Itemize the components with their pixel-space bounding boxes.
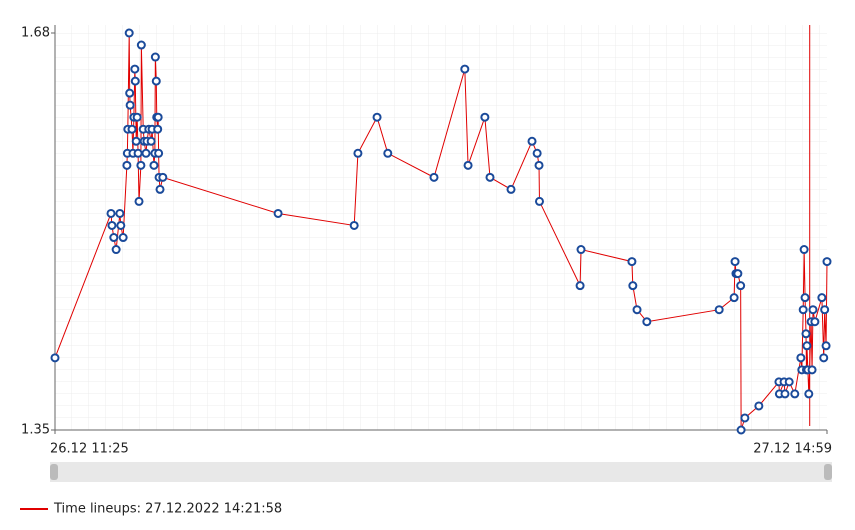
- series-line: [54, 32, 828, 431]
- data-point: [527, 136, 537, 146]
- data-point: [463, 160, 473, 170]
- data-point: [784, 377, 794, 387]
- data-point: [800, 293, 810, 303]
- data-point: [146, 136, 156, 146]
- y-tick-label: 1.35: [21, 423, 50, 438]
- data-point: [534, 196, 544, 206]
- data-point: [151, 76, 161, 86]
- data-point: [111, 245, 121, 255]
- data-point: [628, 281, 638, 291]
- data-point: [353, 148, 363, 158]
- data-point: [780, 389, 790, 399]
- legend-label: Time lineups: 27.12.2022 14:21:58: [53, 502, 282, 517]
- scroll-handle-left[interactable]: [50, 464, 58, 480]
- data-point: [153, 124, 163, 134]
- data-point: [485, 172, 495, 182]
- data-point: [349, 220, 359, 230]
- data-point: [730, 257, 740, 267]
- data-point: [820, 305, 830, 315]
- data-point: [158, 172, 168, 182]
- scroll-handle-right[interactable]: [824, 464, 832, 480]
- data-point: [118, 233, 128, 243]
- data-point: [136, 160, 146, 170]
- data-point: [141, 148, 151, 158]
- data-point: [109, 233, 119, 243]
- data-point: [273, 208, 283, 218]
- data-point: [136, 40, 146, 50]
- data-point: [122, 160, 132, 170]
- data-point: [460, 64, 470, 74]
- data-point: [372, 112, 382, 122]
- data-point: [115, 208, 125, 218]
- data-point: [790, 389, 800, 399]
- data-point: [799, 245, 809, 255]
- x-tick-label: 26.12 11:25: [50, 442, 129, 457]
- data-point: [736, 281, 746, 291]
- data-point: [125, 100, 135, 110]
- data-point: [149, 160, 159, 170]
- data-point: [153, 112, 163, 122]
- data-point: [736, 425, 746, 435]
- data-point: [817, 293, 827, 303]
- data-point: [130, 76, 140, 86]
- data-point: [155, 184, 165, 194]
- data-point: [106, 208, 116, 218]
- data-point: [532, 148, 542, 158]
- data-point: [130, 64, 140, 74]
- data-point: [810, 317, 820, 327]
- data-point: [150, 52, 160, 62]
- data-point: [822, 257, 832, 267]
- data-point: [576, 245, 586, 255]
- data-point: [133, 148, 143, 158]
- data-point: [802, 341, 812, 351]
- data-point: [480, 112, 490, 122]
- scroll-track[interactable]: [50, 462, 832, 482]
- data-point: [383, 148, 393, 158]
- data-point: [798, 305, 808, 315]
- data-point: [801, 329, 811, 339]
- data-point: [506, 184, 516, 194]
- data-point: [632, 305, 642, 315]
- data-point: [819, 353, 829, 363]
- data-point: [107, 220, 117, 230]
- data-point: [575, 281, 585, 291]
- data-point: [124, 28, 134, 38]
- data-point: [729, 293, 739, 303]
- data-point: [808, 305, 818, 315]
- data-point: [116, 220, 126, 230]
- scrollbar[interactable]: [50, 462, 832, 482]
- data-point: [804, 389, 814, 399]
- data-point: [154, 148, 164, 158]
- data-point: [754, 401, 764, 411]
- y-tick-label: 1.68: [21, 26, 50, 41]
- data-point: [733, 269, 743, 279]
- data-point: [821, 341, 831, 351]
- plot-area: [55, 25, 827, 430]
- data-point: [642, 317, 652, 327]
- data-point: [429, 172, 439, 182]
- data-point: [131, 136, 141, 146]
- data-point: [740, 413, 750, 423]
- data-point: [50, 353, 60, 363]
- data-point: [125, 88, 135, 98]
- data-point: [627, 257, 637, 267]
- x-tick-label: 27.12 14:59: [753, 442, 832, 457]
- data-point: [714, 305, 724, 315]
- data-point: [796, 353, 806, 363]
- data-point: [127, 124, 137, 134]
- data-point: [134, 196, 144, 206]
- data-point: [807, 365, 817, 375]
- data-point: [534, 160, 544, 170]
- data-point: [132, 112, 142, 122]
